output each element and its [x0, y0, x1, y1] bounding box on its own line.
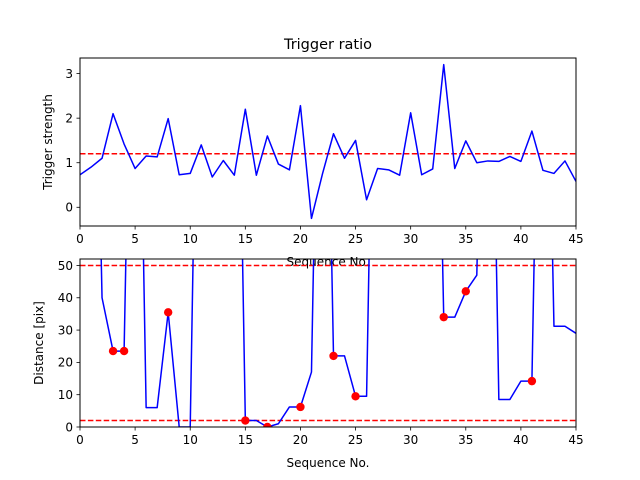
bottom-x-tick-label: 30: [403, 433, 418, 447]
top-x-tick-label: 15: [238, 232, 253, 246]
top-y-tick-label: 0: [65, 201, 73, 215]
top-x-tick-label: 0: [76, 232, 84, 246]
bottom-series: [100, 259, 576, 427]
top-y-tick-label: 1: [65, 156, 73, 170]
bottom-markers: [108, 287, 537, 427]
bottom-x-tick-label: 25: [348, 433, 363, 447]
bottom-plot-frame: [79, 258, 577, 428]
bottom-marker-point: [461, 287, 470, 296]
bottom-x-tick-label: 10: [183, 433, 198, 447]
bottom-marker-point: [527, 376, 537, 386]
bottom-y-tick-label: 20: [58, 356, 73, 370]
bottom-marker-point: [439, 312, 448, 322]
bottom-y-tick-label: 0: [65, 420, 73, 434]
bottom-x-tick-label: 45: [568, 433, 583, 447]
top-x-tick-label: 20: [293, 232, 308, 246]
bottom-marker-point: [119, 346, 129, 356]
bottom-x-tick-label: 15: [238, 433, 253, 447]
bottom-marker-point: [163, 308, 173, 317]
bottom-marker-point: [296, 402, 305, 412]
bottom-x-tick-label: 35: [458, 433, 473, 447]
bottom-y-tick-label: 30: [58, 323, 73, 337]
chart-title: Trigger ratio: [283, 37, 372, 53]
top-y-tick-label: 3: [65, 67, 73, 81]
bottom-marker-point: [351, 392, 360, 401]
top-x-tick-label: 10: [183, 232, 198, 246]
bottom-y-tick-label: 10: [58, 388, 73, 402]
top-series-line: [80, 63, 576, 220]
top-x-tick-label: 30: [403, 232, 418, 246]
top-x-tick-label: 45: [568, 232, 583, 246]
bottom-x-tick-label: 5: [131, 433, 139, 447]
top-x-tick-label: 5: [131, 232, 139, 246]
bottom-x-tick-label: 0: [76, 433, 84, 447]
bottom-x-tick-label: 40: [513, 433, 528, 447]
bottom-y-tick-label: 40: [58, 291, 73, 305]
bottom-y-tick-label: 50: [58, 259, 73, 273]
bottom-series-line: [100, 259, 576, 427]
bottom-axis-ticks: 0 5 10 15 20 25 30 35 40 45 0 10 20 30 40 50: [58, 259, 584, 447]
bottom-marker-point: [108, 346, 118, 356]
bottom-marker-point: [263, 422, 272, 427]
top-x-tick-label: 40: [513, 232, 528, 246]
top-plot-frame: [79, 57, 577, 227]
bottom-x-tick-label: 20: [293, 433, 308, 447]
top-series: [80, 63, 576, 220]
top-y-tick-label: 2: [65, 111, 73, 125]
bottom-threshold-lines: [80, 264, 576, 422]
bottom-y-axis-label: Distance [pix]: [32, 301, 46, 385]
top-y-axis-label: Trigger strength: [41, 94, 55, 191]
bottom-marker-point: [329, 351, 338, 361]
distance-plot: 0 5 10 15 20 25 30 35 40 45 0 10 20 30 40 50 Sequence N…: [32, 258, 584, 470]
bottom-x-axis-label: Sequence No.: [287, 456, 370, 470]
top-axis-ticks: 0 5 10 15 20 25 30 35 40 45 0 1 2 3: [65, 67, 583, 246]
bottom-marker-point: [241, 416, 250, 425]
top-x-tick-label: 35: [458, 232, 473, 246]
top-x-tick-label: 25: [348, 232, 363, 246]
